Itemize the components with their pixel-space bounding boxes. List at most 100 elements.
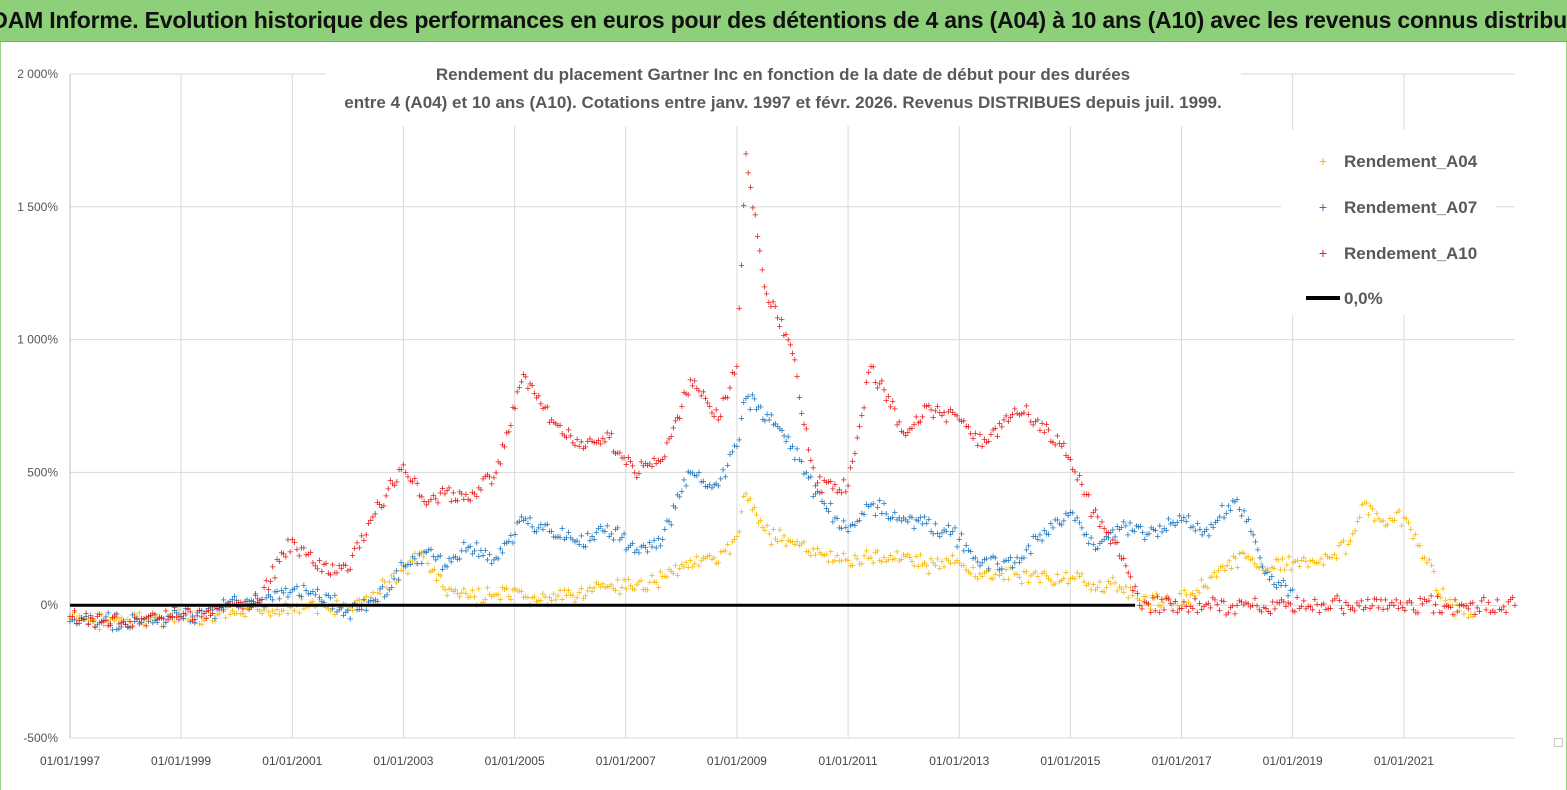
data-point: + bbox=[1456, 600, 1462, 612]
data-point: + bbox=[423, 546, 429, 558]
data-point: + bbox=[171, 616, 177, 628]
data-point: + bbox=[272, 586, 278, 598]
data-point: + bbox=[1325, 603, 1331, 615]
data-point: + bbox=[551, 532, 557, 544]
data-point: + bbox=[389, 582, 395, 594]
data-point: + bbox=[276, 594, 282, 606]
data-point: + bbox=[1112, 532, 1118, 544]
data-point: + bbox=[1072, 466, 1078, 478]
data-point: + bbox=[1079, 523, 1085, 535]
data-point: + bbox=[1322, 549, 1328, 561]
data-point: + bbox=[819, 549, 825, 561]
data-point: + bbox=[1496, 604, 1502, 616]
data-point: + bbox=[1067, 507, 1073, 519]
data-point: + bbox=[664, 516, 670, 528]
data-point: + bbox=[437, 570, 443, 582]
data-point: + bbox=[444, 485, 450, 497]
data-point: + bbox=[668, 431, 674, 443]
data-point: + bbox=[638, 575, 644, 587]
data-point: + bbox=[854, 516, 860, 528]
data-point: + bbox=[1103, 531, 1109, 543]
data-point: + bbox=[1190, 522, 1196, 534]
data-point: + bbox=[1058, 441, 1064, 453]
data-point: + bbox=[1028, 548, 1034, 560]
data-point: + bbox=[1170, 599, 1176, 611]
data-point: + bbox=[1127, 582, 1133, 594]
data-point: + bbox=[236, 603, 242, 615]
data-point: + bbox=[563, 590, 569, 602]
data-point: + bbox=[1276, 577, 1282, 589]
data-point: + bbox=[1461, 600, 1467, 612]
x-tick-label: 01/01/2003 bbox=[373, 754, 433, 768]
data-point: + bbox=[1032, 566, 1038, 578]
data-point: + bbox=[827, 476, 833, 488]
data-point: + bbox=[1028, 570, 1034, 582]
data-point: + bbox=[1234, 494, 1240, 506]
data-point: + bbox=[694, 551, 700, 563]
data-point: + bbox=[766, 297, 772, 309]
resize-handle[interactable] bbox=[1554, 738, 1563, 747]
data-point: + bbox=[689, 380, 695, 392]
data-point: + bbox=[535, 523, 541, 535]
data-point: + bbox=[830, 484, 836, 496]
data-point: + bbox=[582, 441, 588, 453]
data-point: + bbox=[570, 535, 576, 547]
data-point: + bbox=[1449, 600, 1455, 612]
data-point: + bbox=[261, 605, 267, 617]
data-point: + bbox=[727, 449, 733, 461]
data-point: + bbox=[779, 314, 785, 326]
data-point: + bbox=[834, 513, 840, 525]
data-point: + bbox=[105, 617, 111, 629]
data-point: + bbox=[289, 534, 295, 546]
data-point: + bbox=[329, 604, 335, 616]
data-point: + bbox=[435, 552, 441, 564]
data-point: + bbox=[294, 544, 300, 556]
data-point: + bbox=[1326, 552, 1332, 564]
data-point: + bbox=[1197, 524, 1203, 536]
data-point: + bbox=[1255, 544, 1261, 556]
data-point: + bbox=[729, 447, 735, 459]
data-point: + bbox=[1303, 603, 1309, 615]
data-point: + bbox=[838, 523, 844, 535]
data-point: + bbox=[943, 554, 949, 566]
y-tick-label: 500% bbox=[27, 465, 58, 479]
data-point: + bbox=[531, 526, 537, 538]
data-point: + bbox=[902, 551, 908, 563]
data-point: + bbox=[1237, 548, 1243, 560]
data-point: + bbox=[779, 425, 785, 437]
data-point: + bbox=[78, 613, 84, 625]
data-point: + bbox=[631, 547, 637, 559]
data-point: + bbox=[312, 590, 318, 602]
data-point: + bbox=[689, 468, 695, 480]
data-point: + bbox=[259, 608, 265, 620]
data-point: + bbox=[319, 566, 325, 578]
data-point: + bbox=[109, 625, 115, 637]
data-point: + bbox=[1045, 529, 1051, 541]
data-point: + bbox=[143, 620, 149, 632]
data-point: + bbox=[510, 402, 516, 414]
data-point: + bbox=[1391, 515, 1397, 527]
data-point: + bbox=[430, 490, 436, 502]
data-point: + bbox=[535, 595, 541, 607]
data-point: + bbox=[272, 573, 278, 585]
data-point: + bbox=[1076, 470, 1082, 482]
data-point: + bbox=[805, 445, 811, 457]
data-point: + bbox=[352, 543, 358, 555]
data-point: + bbox=[1137, 595, 1143, 607]
data-point: + bbox=[644, 546, 650, 558]
data-point: + bbox=[1121, 553, 1127, 565]
data-point: + bbox=[941, 407, 947, 419]
data-point: + bbox=[1206, 531, 1212, 543]
data-point: + bbox=[849, 560, 855, 572]
data-point: + bbox=[691, 559, 697, 571]
data-point: + bbox=[1199, 604, 1205, 616]
data-point: + bbox=[553, 418, 559, 430]
data-point: + bbox=[189, 612, 195, 624]
data-point: + bbox=[1320, 559, 1326, 571]
data-point: + bbox=[203, 613, 209, 625]
data-point: + bbox=[849, 456, 855, 468]
data-point: + bbox=[565, 425, 571, 437]
data-point: + bbox=[450, 586, 456, 598]
data-point: + bbox=[1510, 592, 1516, 604]
data-point: + bbox=[781, 431, 787, 443]
